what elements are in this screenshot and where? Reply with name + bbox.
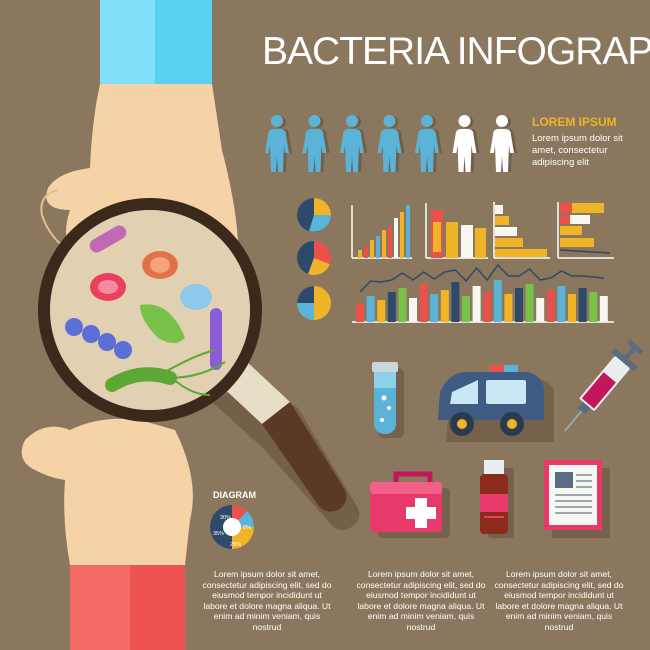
- person-icon: [265, 115, 292, 172]
- mini-bar-chart-4: [557, 202, 614, 259]
- combo-bar: [366, 296, 375, 322]
- person-icon: [415, 115, 442, 172]
- donut-label-3: 25%: [230, 542, 241, 548]
- lorem-text: Lorem ipsum dolor sit amet, consectetur …: [532, 133, 623, 168]
- combo-bar: [568, 294, 576, 322]
- combo-bar: [599, 296, 608, 322]
- combo-bar: [504, 294, 513, 322]
- combo-bar: [578, 288, 587, 322]
- combo-bar: [356, 304, 364, 322]
- combo-bar: [387, 292, 396, 322]
- bacteria-cluster: [65, 225, 226, 396]
- mini-bar-chart-2: [425, 203, 488, 259]
- combo-bar: [557, 286, 566, 322]
- combo-bar: [430, 294, 439, 322]
- lorem-heading: LOREM IPSUM: [532, 115, 617, 129]
- pie-icons: [297, 198, 332, 320]
- mini-bar-chart-1: [351, 205, 412, 259]
- combo-bar: [525, 284, 534, 322]
- combo-bar: [409, 298, 417, 322]
- combo-bar: [440, 290, 449, 322]
- person-icon: [452, 115, 480, 172]
- combo-bar: [451, 282, 460, 322]
- paragraph-3: Lorem ipsum dolor sit amet, consectetur …: [494, 569, 624, 632]
- donut-label-2: 8%: [243, 525, 251, 531]
- combo-bar: [493, 280, 502, 322]
- paragraph-2: Lorem ipsum dolor sit amet, consectetur …: [356, 569, 486, 632]
- combo-bar: [472, 286, 481, 322]
- test-tube-icon: [372, 362, 404, 438]
- combo-bar: [398, 288, 407, 322]
- combo-bar: [515, 288, 523, 322]
- mini-bar-chart-3: [493, 202, 550, 259]
- diagram-label: DIAGRAM: [213, 490, 256, 500]
- combo-line: [359, 263, 604, 293]
- person-icon: [490, 115, 517, 172]
- document-icon: [544, 460, 610, 538]
- combo-bar: [589, 292, 598, 322]
- combo-bar: [483, 292, 492, 322]
- donut-label-4: 35%: [213, 531, 224, 537]
- syringe-icon: [564, 339, 644, 432]
- person-icon: [377, 115, 405, 172]
- first-aid-kit-icon: [370, 471, 450, 538]
- person-icon: [302, 115, 330, 172]
- combo-bar: [377, 300, 386, 322]
- combo-bar-line-chart: [352, 263, 614, 323]
- combo-bar: [462, 296, 470, 322]
- people-row: [265, 115, 517, 172]
- ambulance-icon: [438, 365, 554, 442]
- donut-diagram: 30% 8% 25% 35%: [210, 505, 254, 549]
- paragraph-1: Lorem ipsum dolor sit amet, consectetur …: [202, 569, 332, 632]
- donut-label-1: 30%: [220, 515, 231, 521]
- combo-bar: [536, 298, 545, 322]
- magnifier-icon: [38, 198, 360, 531]
- combo-bar: [419, 284, 428, 322]
- person-icon: [340, 115, 367, 172]
- medicine-bottle-icon: [480, 460, 514, 538]
- page-title: BACTERIA INFOGRAPHICS: [262, 30, 650, 73]
- combo-bar: [546, 290, 555, 322]
- hand-bottom-icon: [21, 418, 193, 650]
